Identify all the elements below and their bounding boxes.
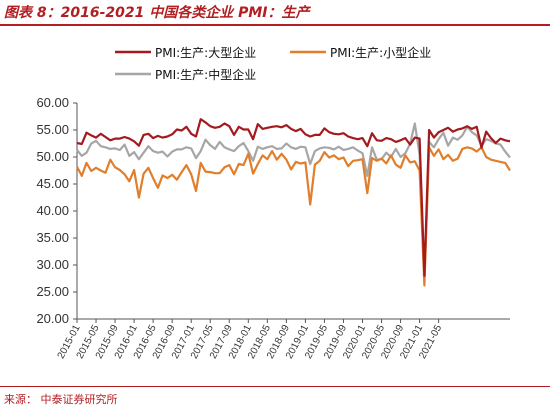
figure-title: 图表 8：2016-2021 中国各类企业 PMI：生产 (4, 5, 310, 21)
legend-label: PMI:生产:小型企业 (330, 45, 431, 60)
pmi-line-chart: PMI:生产:大型企业 PMI:生产:小型企业 PMI:生产:中型企业 60.00 5… (36, 45, 511, 361)
series-line-2 (76, 122, 511, 280)
title-rule (0, 24, 550, 26)
y-tick-label: 60.00 (36, 95, 69, 110)
y-axis: 60.00 55.00 50.00 45.00 40.00 35.00 30.00 25.00… (36, 95, 78, 326)
y-tick-label: 50.00 (36, 149, 69, 164)
y-tick-label: 40.00 (36, 203, 69, 218)
series-line-1 (76, 146, 511, 287)
y-tick-label: 25.00 (36, 284, 69, 299)
y-tick-label: 35.00 (36, 230, 69, 245)
y-tick-label: 20.00 (36, 311, 69, 326)
series-lines (76, 118, 511, 287)
series-line-0 (76, 118, 511, 277)
source-note: 来源： 中泰证券研究所 (4, 393, 118, 406)
footer-rule (0, 386, 550, 387)
chart-legend: PMI:生产:大型企业 PMI:生产:小型企业 PMI:生产:中型企业 (115, 45, 431, 82)
legend-label: PMI:生产:大型企业 (155, 45, 256, 60)
y-tick-label: 30.00 (36, 257, 69, 272)
x-axis: 2015-012015-052015-092016-012016-052016-… (56, 318, 510, 361)
y-tick-label: 45.00 (36, 176, 69, 191)
y-tick-label: 55.00 (36, 122, 69, 137)
legend-label: PMI:生产:中型企业 (155, 67, 256, 82)
